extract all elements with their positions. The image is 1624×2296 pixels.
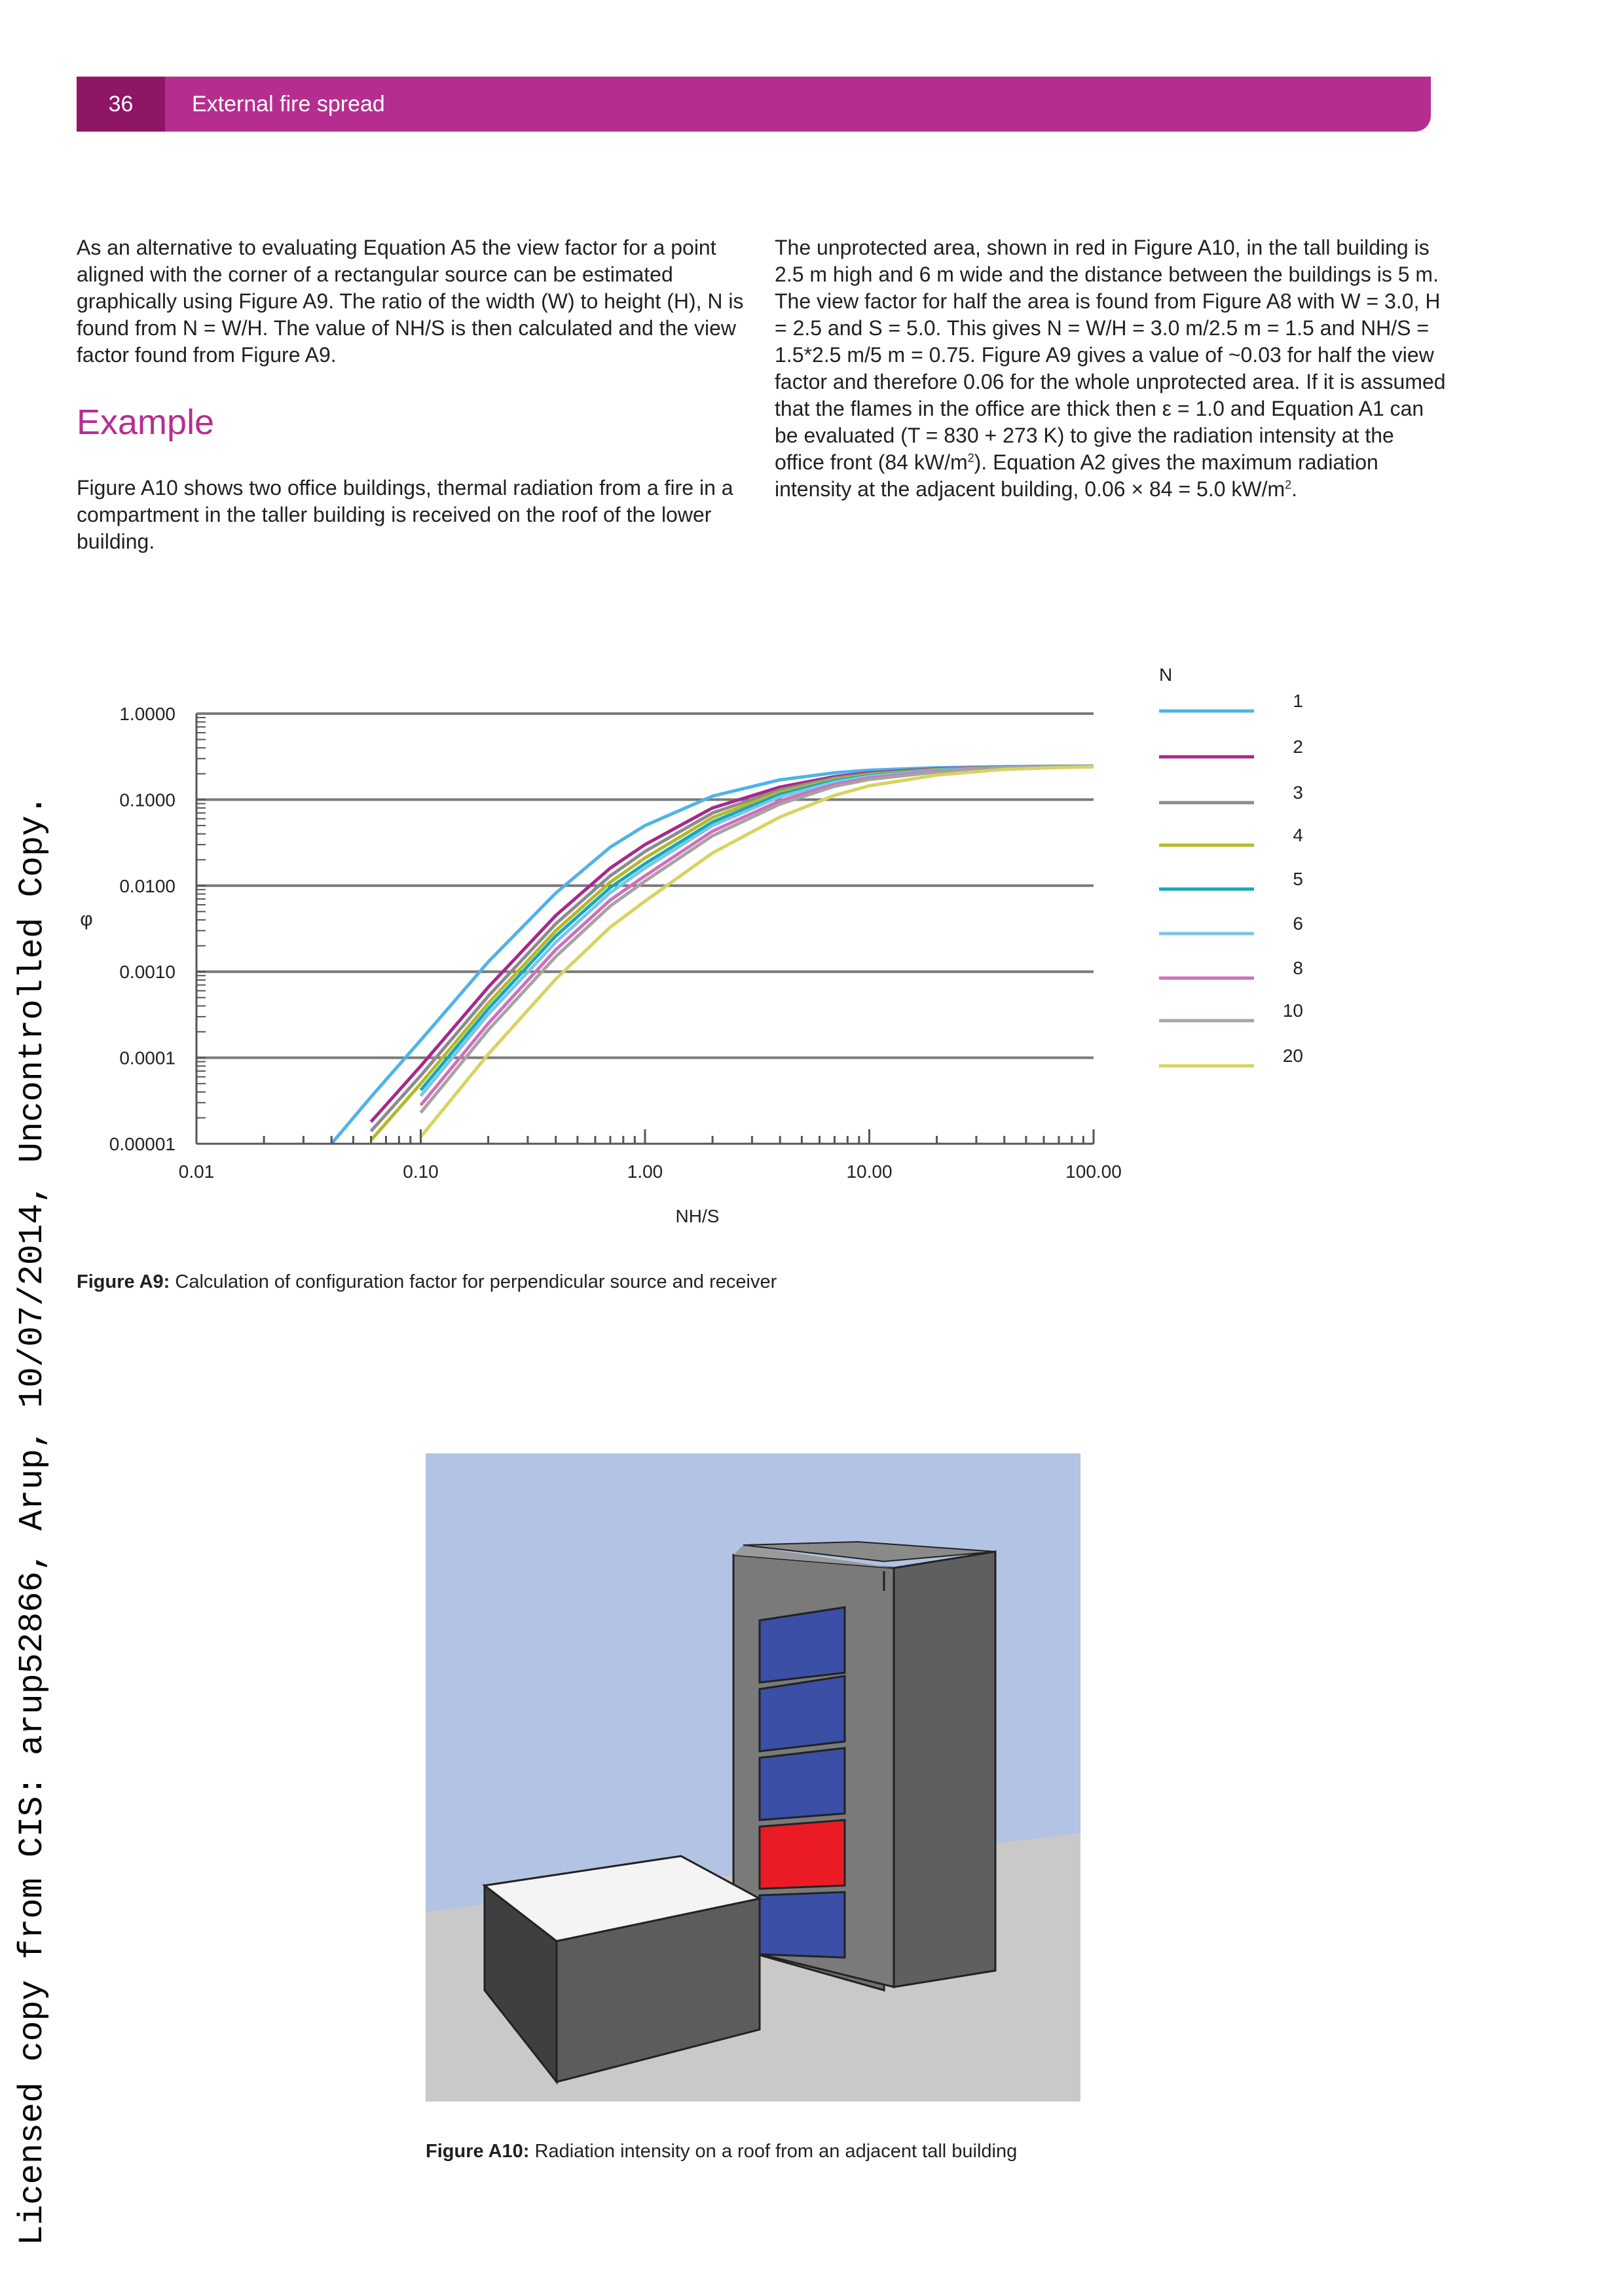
- window-blue: [758, 1606, 846, 1684]
- figure-a10-illustration: [426, 1453, 1080, 2102]
- example-calculation-paragraph: The unprotected area, shown in red in Fi…: [775, 236, 1446, 501]
- x-axis-label: NH/S: [676, 1206, 720, 1226]
- legend-label-n-3: 3: [1293, 782, 1303, 803]
- window-blue: [758, 1747, 846, 1821]
- y-axis-label: φ: [80, 909, 92, 930]
- x-tick-label: 100.00: [1065, 1161, 1122, 1182]
- tall-building: [732, 1540, 997, 1992]
- section-title: External fire spread: [192, 92, 385, 117]
- legend-label-n-4: 4: [1293, 825, 1303, 845]
- low-building: [482, 1855, 763, 2085]
- legend-title: N: [1159, 665, 1172, 685]
- legend-label-n-8: 8: [1293, 958, 1303, 978]
- y-tick-label: 1.0000: [119, 704, 175, 724]
- x-tick-label: 10.00: [846, 1161, 892, 1182]
- page-number: 36: [77, 77, 165, 132]
- window-blue: [758, 1675, 846, 1753]
- series-line-n-2: [369, 764, 1094, 1123]
- legend-label-n-1: 1: [1293, 691, 1303, 711]
- intro-paragraph: As an alternative to evaluating Equation…: [77, 236, 744, 367]
- example-heading: Example: [77, 403, 215, 442]
- y-tick-label: 0.0100: [119, 876, 175, 896]
- x-tick-label: 0.10: [403, 1161, 439, 1182]
- window-blue: [758, 1891, 846, 1959]
- figure-a10-caption: Figure A10: Radiation intensity on a roo…: [426, 2141, 1018, 2162]
- figure-a9-caption: Figure A9: Calculation of configuration …: [77, 1271, 777, 1292]
- page-header: 36 External fire spread: [77, 77, 1431, 132]
- left-column: As an alternative to evaluating Equation…: [77, 234, 751, 589]
- legend-label-n-6: 6: [1293, 913, 1303, 934]
- y-tick-label: 0.0001: [119, 1048, 175, 1068]
- y-tick-label: 0.1000: [119, 790, 175, 810]
- legend-label-n-2: 2: [1293, 737, 1303, 757]
- example-paragraph: Figure A10 shows two office buildings, t…: [77, 476, 733, 553]
- series-line-n-10: [419, 765, 1094, 1114]
- series-line-n-8: [419, 765, 1094, 1106]
- legend-label-n-10: 10: [1283, 1000, 1303, 1021]
- x-tick-label: 0.01: [179, 1161, 215, 1182]
- legend-label-n-20: 20: [1283, 1046, 1303, 1066]
- x-tick-label: 1.00: [627, 1161, 663, 1182]
- legend-label-n-5: 5: [1293, 869, 1303, 889]
- y-tick-label: 0.0010: [119, 962, 175, 982]
- y-tick-label: 0.00001: [109, 1134, 175, 1154]
- figure-a9-chart: 1.0000 0.1000 0.0100 0.0010 0.0001 0.000010.0…: [80, 665, 1303, 1226]
- series-line-n-20: [419, 765, 1094, 1139]
- window-unprotected-red: [758, 1819, 846, 1890]
- right-column: The unprotected area, shown in red in Fi…: [775, 234, 1449, 537]
